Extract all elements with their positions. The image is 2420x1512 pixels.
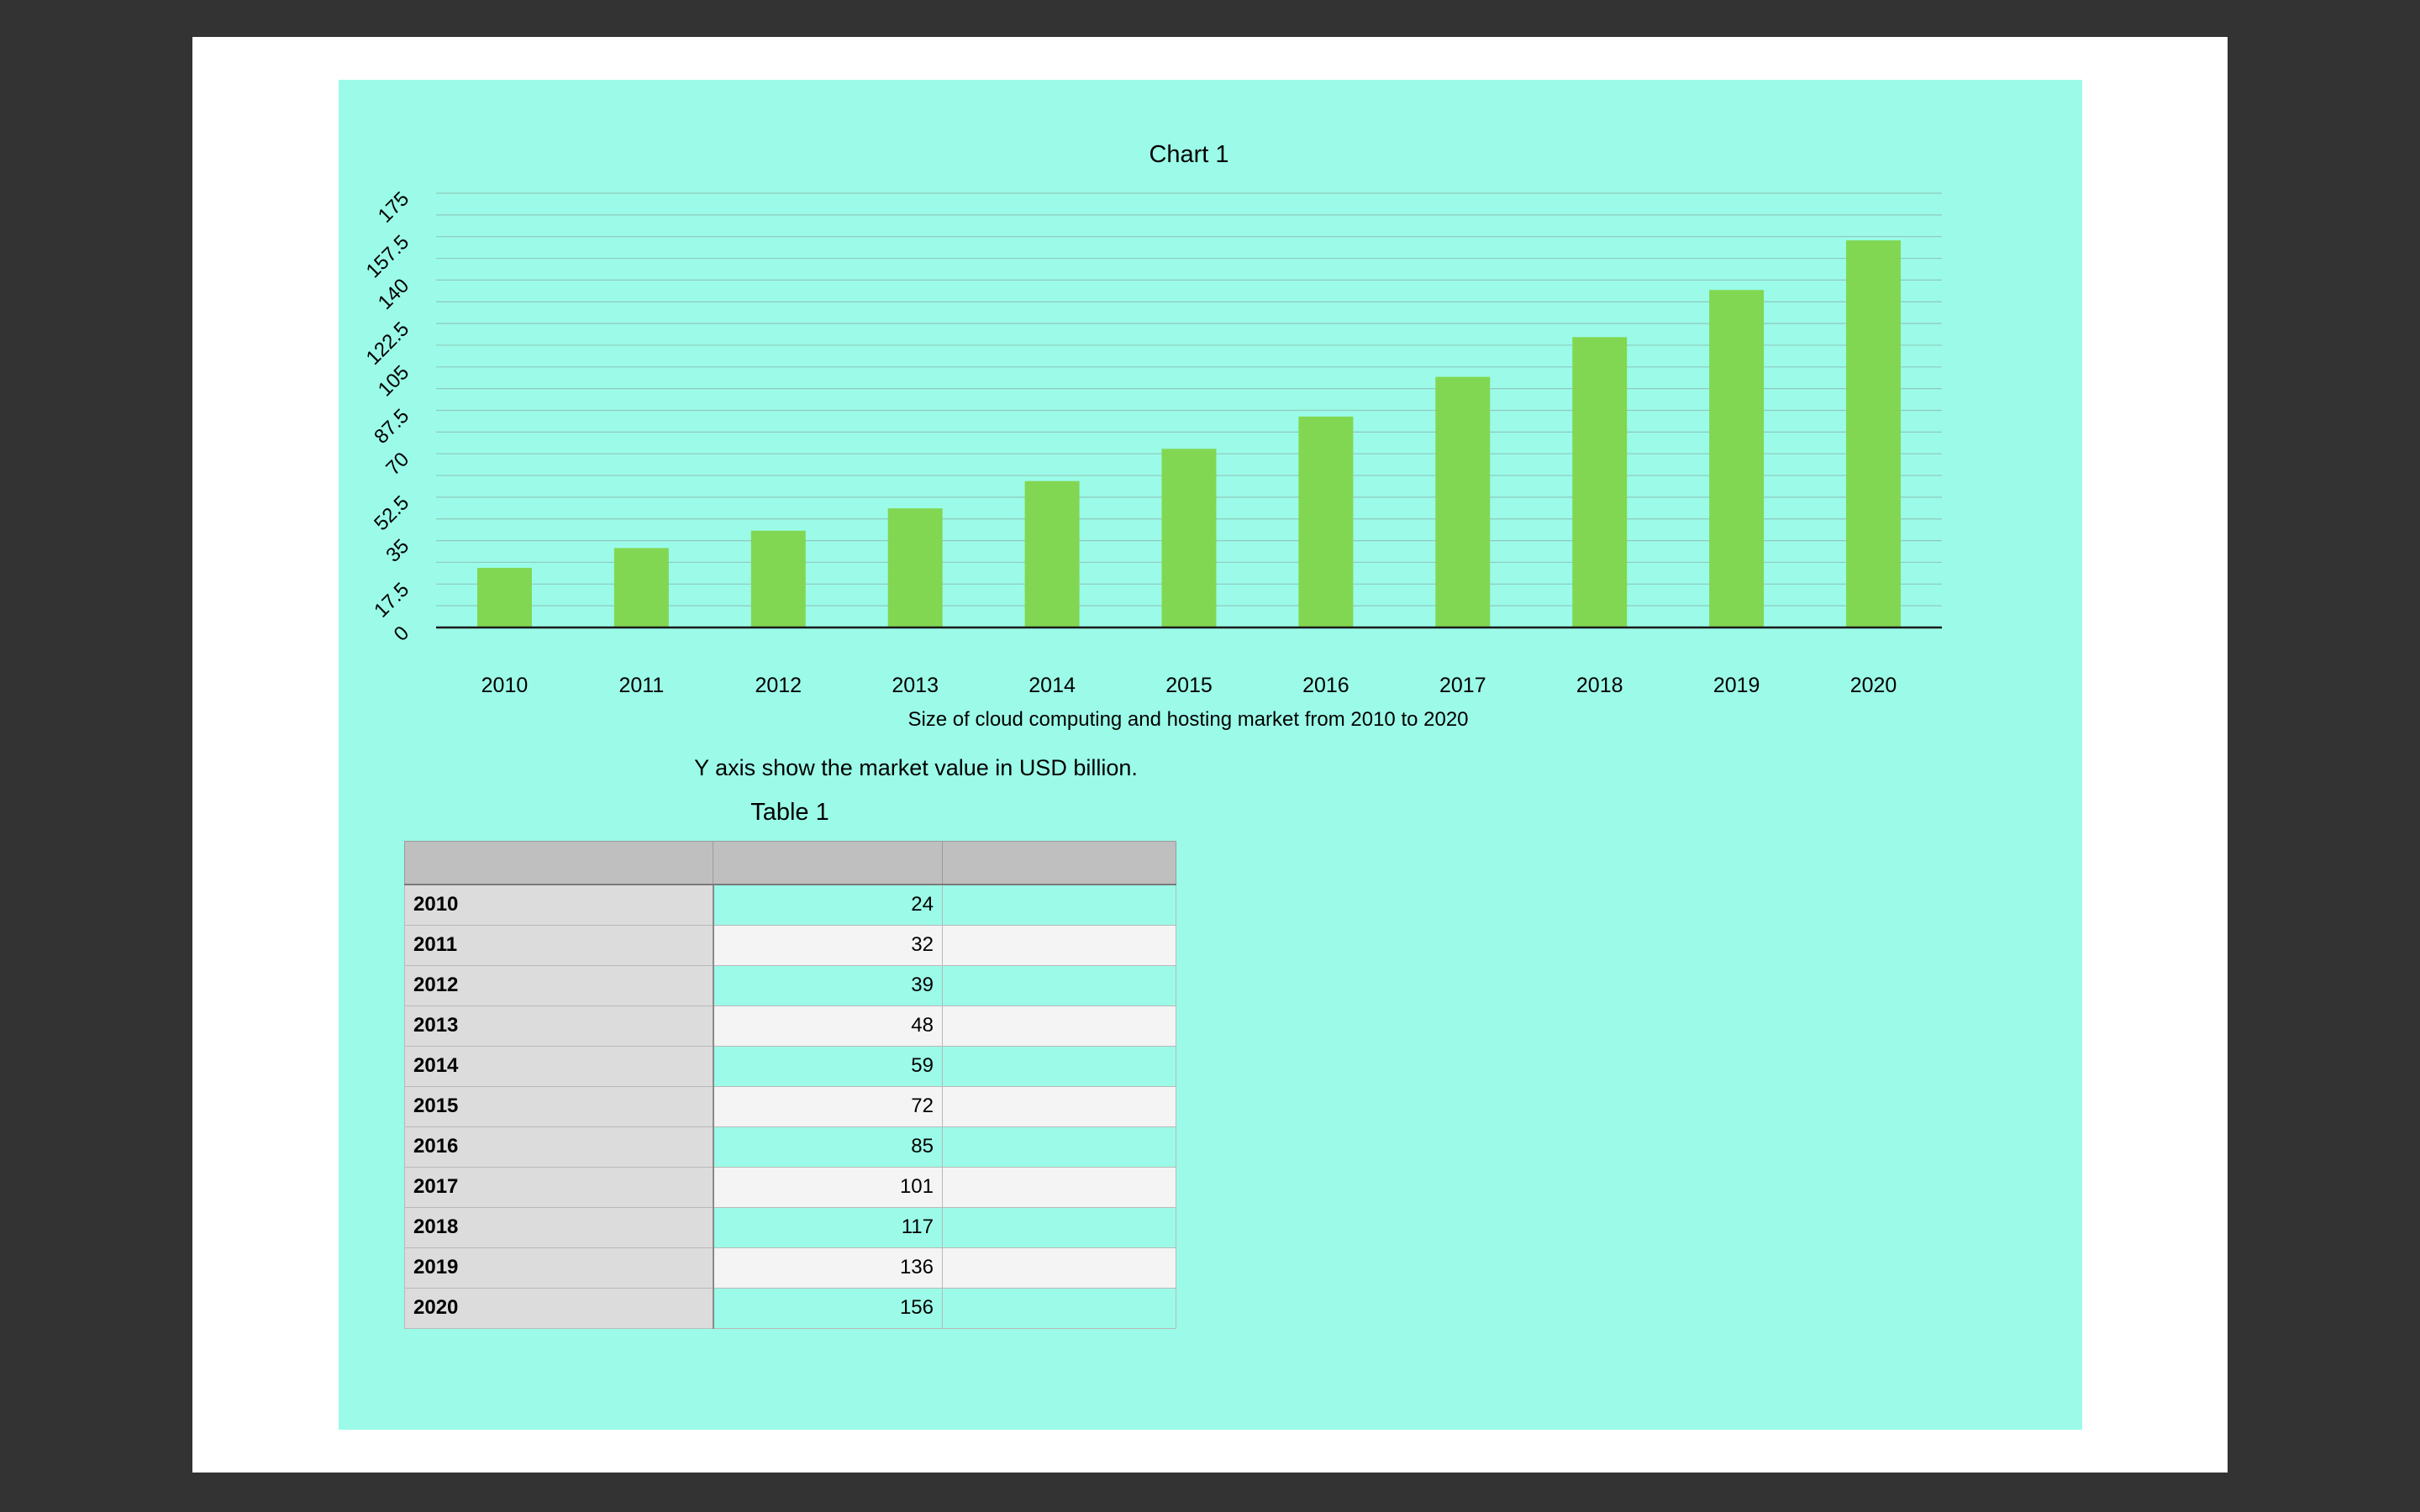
y-tick-label: 52.5 bbox=[370, 491, 413, 535]
table-cell-year: 2018 bbox=[404, 1206, 714, 1248]
x-tick-label: 2015 bbox=[1165, 674, 1213, 697]
table-row: 2019 136 bbox=[404, 1247, 1176, 1289]
y-axis-note: Y axis show the market value in USD bill… bbox=[694, 755, 1138, 780]
table-cell-year: 2011 bbox=[404, 924, 714, 966]
table-cell-value: 39 bbox=[713, 964, 943, 1006]
x-tick-label: 2011 bbox=[618, 674, 664, 697]
x-tick-label: 2012 bbox=[755, 674, 802, 697]
table-cell-year: 2010 bbox=[404, 884, 714, 926]
x-tick-label: 2010 bbox=[481, 674, 529, 697]
table-cell-empty bbox=[942, 1287, 1176, 1329]
table-cell-empty bbox=[942, 1045, 1176, 1087]
table-cell-empty bbox=[942, 1005, 1176, 1047]
table-row: 2010 24 bbox=[404, 884, 1176, 926]
x-tick-label: 2016 bbox=[1302, 674, 1349, 697]
bar bbox=[1024, 480, 1080, 627]
table-cell-value: 59 bbox=[713, 1045, 943, 1087]
x-tick-label: 2018 bbox=[1576, 674, 1623, 697]
table-cell-value: 32 bbox=[713, 924, 943, 966]
table-header-row bbox=[404, 841, 1176, 885]
table-cell-empty bbox=[942, 1206, 1176, 1248]
x-tick-label: 2020 bbox=[1850, 674, 1897, 697]
y-tick-label: 70 bbox=[381, 448, 413, 480]
table-cell-empty bbox=[942, 1247, 1176, 1289]
table-cell-empty bbox=[942, 884, 1176, 926]
data-table: 2010 24 2011 32 2012 39 2013 48 2014 59 2015 72 2016… bbox=[404, 841, 1176, 1329]
table-cell-value: 117 bbox=[713, 1206, 943, 1248]
x-tick-label: 2019 bbox=[1713, 674, 1760, 697]
x-axis-caption: Size of cloud computing and hosting mark… bbox=[908, 708, 1469, 731]
table-cell-year: 2020 bbox=[404, 1287, 714, 1329]
table-header-cell bbox=[404, 841, 713, 885]
table-cell-value: 101 bbox=[713, 1166, 943, 1208]
table-row: 2017 101 bbox=[404, 1166, 1176, 1208]
table-row: 2015 72 bbox=[404, 1085, 1176, 1127]
table-cell-empty bbox=[942, 1166, 1176, 1208]
chart-title: Chart 1 bbox=[1149, 141, 1229, 168]
table-cell-year: 2013 bbox=[404, 1005, 714, 1047]
y-tick-label: 157.5 bbox=[362, 231, 414, 283]
table-cell-value: 24 bbox=[713, 884, 943, 926]
bar bbox=[1572, 337, 1628, 627]
y-tick-label: 87.5 bbox=[370, 405, 413, 449]
bar bbox=[1161, 449, 1217, 627]
table-row: 2020 156 bbox=[404, 1287, 1176, 1329]
table-cell-value: 156 bbox=[713, 1287, 943, 1329]
table-cell-value: 48 bbox=[713, 1005, 943, 1047]
table-cell-year: 2019 bbox=[404, 1247, 714, 1289]
y-tick-label: 17.5 bbox=[370, 578, 413, 622]
bar bbox=[1435, 376, 1491, 627]
bar bbox=[1298, 416, 1354, 627]
x-tick-label: 2017 bbox=[1439, 674, 1486, 697]
table-row: 2012 39 bbox=[404, 964, 1176, 1006]
table-cell-year: 2016 bbox=[404, 1126, 714, 1168]
y-tick-label: 122.5 bbox=[362, 318, 414, 370]
bar bbox=[1709, 290, 1765, 627]
y-tick-label: 35 bbox=[381, 535, 413, 567]
bar bbox=[887, 508, 943, 627]
table-cell-value: 136 bbox=[713, 1247, 943, 1289]
table-cell-year: 2014 bbox=[404, 1045, 714, 1087]
table-header-cell bbox=[942, 841, 1176, 885]
table-cell-year: 2017 bbox=[404, 1166, 714, 1208]
table-cell-year: 2012 bbox=[404, 964, 714, 1006]
table-title: Table 1 bbox=[750, 799, 829, 826]
y-tick-label: 0 bbox=[390, 622, 414, 646]
table-row: 2011 32 bbox=[404, 924, 1176, 966]
table-row: 2013 48 bbox=[404, 1005, 1176, 1047]
table-cell-value: 85 bbox=[713, 1126, 943, 1168]
bar bbox=[476, 568, 532, 627]
table-cell-empty bbox=[942, 964, 1176, 1006]
table-cell-value: 72 bbox=[713, 1085, 943, 1127]
table-header-cell bbox=[713, 841, 943, 885]
table-cell-year: 2015 bbox=[404, 1085, 714, 1127]
table-cell-empty bbox=[942, 1085, 1176, 1127]
table-cell-empty bbox=[942, 1126, 1176, 1168]
table-cell-empty bbox=[942, 924, 1176, 966]
bar bbox=[1846, 240, 1902, 627]
table-row: 2014 59 bbox=[404, 1045, 1176, 1087]
table-row: 2016 85 bbox=[404, 1126, 1176, 1168]
y-tick-label: 175 bbox=[374, 187, 413, 227]
bar bbox=[613, 548, 669, 627]
x-tick-label: 2013 bbox=[892, 674, 939, 697]
bar bbox=[750, 530, 806, 627]
table-row: 2018 117 bbox=[404, 1206, 1176, 1248]
x-tick-label: 2014 bbox=[1028, 674, 1076, 697]
